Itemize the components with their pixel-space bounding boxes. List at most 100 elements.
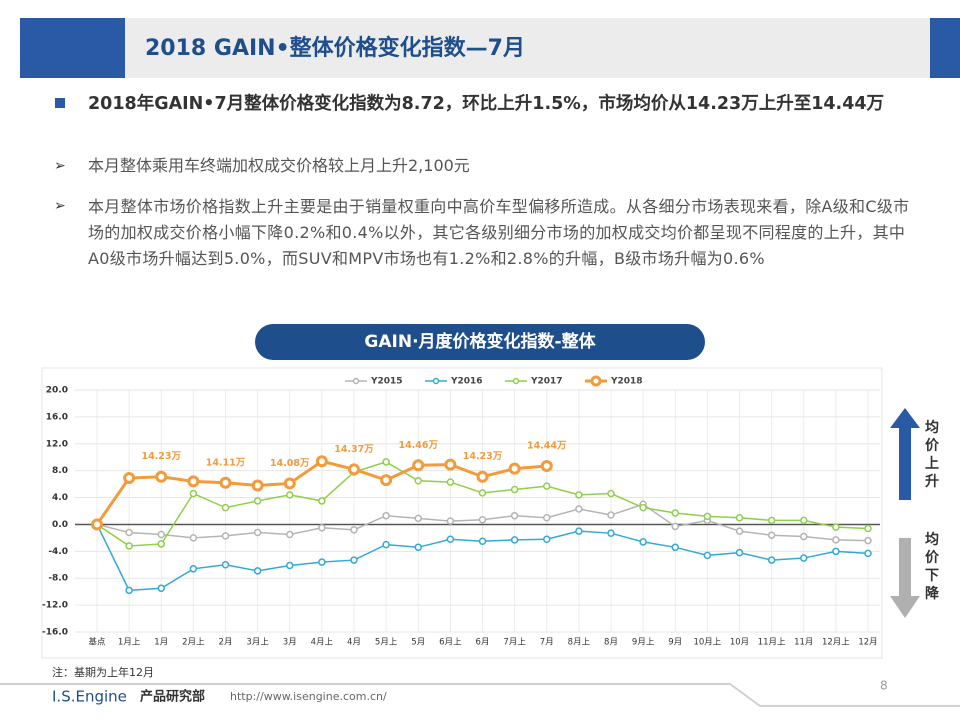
data-point xyxy=(575,505,583,513)
data-point xyxy=(543,513,551,522)
chart-title: GAIN·月度价格变化指数-整体 xyxy=(364,331,596,352)
y-tick-label: 0.0 xyxy=(52,520,68,530)
header-block-left xyxy=(20,18,125,78)
y-tick-label: 16.0 xyxy=(46,412,68,422)
x-tick-label: 6月 xyxy=(476,638,490,648)
data-point xyxy=(157,530,165,539)
x-tick-label: 2月 xyxy=(219,638,233,648)
x-tick-label: 12月 xyxy=(858,638,877,648)
data-point xyxy=(286,491,294,499)
data-point xyxy=(382,540,390,549)
y-tick-label: -4.0 xyxy=(48,547,68,557)
data-point xyxy=(671,522,679,531)
data-point xyxy=(189,489,198,498)
data-point xyxy=(253,567,262,575)
data-point xyxy=(832,547,840,556)
data-point xyxy=(478,489,487,497)
legend-marker xyxy=(352,377,360,385)
legend-marker xyxy=(432,377,440,385)
data-point xyxy=(318,497,326,505)
data-point xyxy=(221,503,230,512)
data-point xyxy=(446,517,455,525)
data-point xyxy=(125,586,133,595)
data-point xyxy=(543,482,551,490)
footer-brand: I.S.Engine xyxy=(52,688,127,706)
data-point xyxy=(253,528,262,537)
annotation: 14.23万 xyxy=(141,451,181,462)
y-tick-label: 8.0 xyxy=(52,466,68,476)
y-tick-label: 4.0 xyxy=(52,493,68,503)
data-point xyxy=(221,532,230,540)
side-label: 均价上升 xyxy=(925,419,940,490)
data-point xyxy=(283,477,296,490)
data-point xyxy=(864,549,872,558)
data-point xyxy=(187,475,200,488)
legend-marker xyxy=(590,375,602,387)
data-point xyxy=(800,516,808,525)
data-point xyxy=(832,523,840,531)
data-point xyxy=(157,540,165,548)
annotation: 14.44万 xyxy=(527,440,567,451)
data-point xyxy=(286,561,294,570)
data-point xyxy=(253,497,262,505)
data-point xyxy=(607,511,615,519)
bullet-arrow: ➢ xyxy=(54,158,66,174)
page-number: 8 xyxy=(880,679,888,693)
data-point xyxy=(221,561,230,569)
legend-label: Y2016 xyxy=(450,377,483,387)
sub-bullet: 本月整体市场价格指数上升主要是由于销量权重向中高价车型偏移所造成。从各细分市场表… xyxy=(88,197,910,268)
data-point xyxy=(125,542,133,550)
legend-marker xyxy=(512,377,520,385)
data-point xyxy=(735,513,744,522)
data-point xyxy=(446,535,455,543)
data-point xyxy=(444,458,457,471)
data-point xyxy=(348,463,360,476)
x-tick-label: 7月上 xyxy=(503,638,526,648)
x-tick-label: 1月上 xyxy=(118,638,141,648)
data-point xyxy=(189,565,198,573)
y-tick-label: -12.0 xyxy=(42,601,68,611)
data-point xyxy=(864,524,872,533)
data-point xyxy=(767,556,776,564)
footer-url: http://www.isengine.com.cn/ xyxy=(230,690,387,703)
x-tick-label: 4月 xyxy=(347,638,361,648)
data-point xyxy=(510,511,519,520)
x-tick-label: 9月 xyxy=(668,638,682,648)
down-arrow xyxy=(890,538,920,618)
data-point xyxy=(123,472,136,485)
data-point xyxy=(382,458,390,466)
x-tick-label: 8月上 xyxy=(568,638,591,648)
y-tick-label: 12.0 xyxy=(46,439,68,449)
x-tick-label: 8月 xyxy=(604,638,618,648)
annotation: 14.37万 xyxy=(334,444,374,455)
x-tick-label: 10月上 xyxy=(693,638,721,648)
x-tick-label: 4月上 xyxy=(311,638,334,648)
data-point xyxy=(446,478,455,486)
footer-dept: 产品研究部 xyxy=(140,689,205,705)
x-tick-label: 12月上 xyxy=(822,638,850,648)
data-point xyxy=(478,537,487,545)
annotation: 14.23万 xyxy=(463,451,503,462)
plot: -16.0 -12.0 -8.0 -4.0 0.0 4.0 8.0 12.0 16.0 20.0 基… xyxy=(42,375,880,648)
data-point xyxy=(318,558,326,566)
data-point xyxy=(703,512,712,521)
data-point xyxy=(607,489,615,498)
x-tick-label: 7月 xyxy=(540,638,554,648)
x-tick-label: 10月 xyxy=(730,638,749,648)
data-point xyxy=(800,554,808,562)
data-point xyxy=(735,548,744,557)
data-point xyxy=(189,534,198,542)
data-point xyxy=(540,459,553,472)
x-tick-label: 5月上 xyxy=(375,638,398,648)
data-point xyxy=(508,462,521,475)
footnote: 注：基期为上年12月 xyxy=(52,665,154,679)
data-point xyxy=(671,543,679,552)
data-point xyxy=(800,532,808,541)
chart-frame xyxy=(41,367,883,659)
x-tick-label: 3月上 xyxy=(246,638,269,648)
data-point xyxy=(543,535,551,543)
data-point xyxy=(315,455,328,468)
annotation: 14.08万 xyxy=(270,458,310,469)
data-point xyxy=(607,529,615,537)
